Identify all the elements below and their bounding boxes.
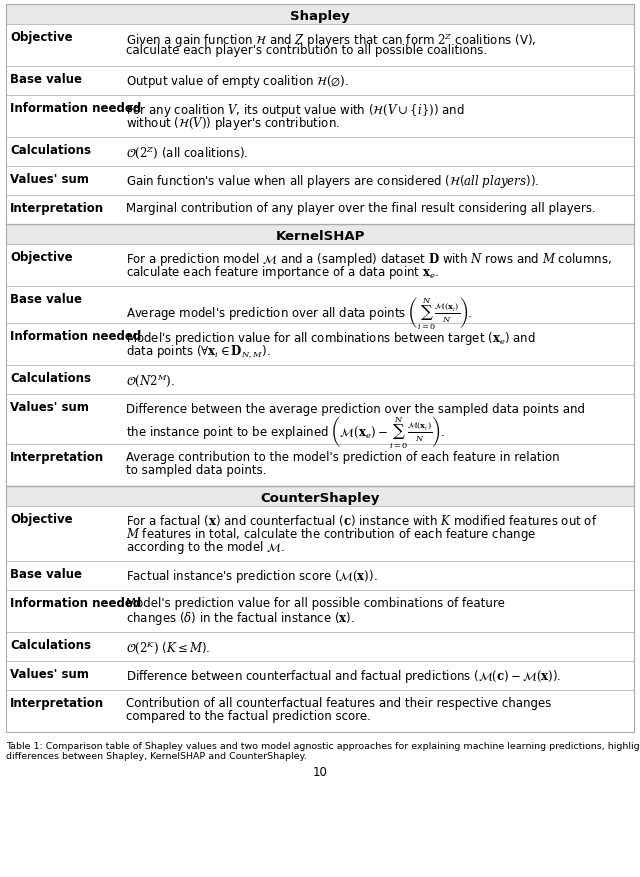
Text: Objective: Objective <box>10 31 72 44</box>
Text: Interpretation: Interpretation <box>10 451 104 463</box>
Text: Interpretation: Interpretation <box>10 696 104 709</box>
Text: Average contribution to the model's prediction of each feature in relation: Average contribution to the model's pred… <box>126 451 559 463</box>
Bar <box>6 590 634 632</box>
Text: Calculations: Calculations <box>10 372 91 384</box>
Text: $\mathcal{O}(2^K)$ ($K \leq M$).: $\mathcal{O}(2^K)$ ($K \leq M$). <box>126 638 211 655</box>
Text: $\mathcal{O}(N2^M)$.: $\mathcal{O}(N2^M)$. <box>126 372 175 389</box>
Text: Values' sum: Values' sum <box>10 667 89 681</box>
Text: Information needed: Information needed <box>10 596 141 610</box>
Text: Calculations: Calculations <box>10 144 91 157</box>
Text: Base value: Base value <box>10 293 82 306</box>
Text: according to the model $\mathcal{M}$.: according to the model $\mathcal{M}$. <box>126 538 285 555</box>
Text: without ($\mathcal{H}(V)$) player's contribution.: without ($\mathcal{H}(V)$) player's cont… <box>126 115 340 132</box>
Text: Objective: Objective <box>10 251 72 264</box>
Text: Difference between the average prediction over the sampled data points and: Difference between the average predictio… <box>126 403 585 416</box>
Text: For a factual ($\mathbf{x}$) and counterfactual ($\mathbf{c}$) instance with $K$: For a factual ($\mathbf{x}$) and counter… <box>126 512 598 527</box>
Text: Table 1: Comparison table of Shapley values and two model agnostic approaches fo: Table 1: Comparison table of Shapley val… <box>6 741 640 750</box>
Text: 10: 10 <box>312 765 328 778</box>
Text: Factual instance's prediction score ($\mathcal{M}(\mathbf{x})$).: Factual instance's prediction score ($\m… <box>126 567 378 584</box>
Bar <box>6 5 634 25</box>
Bar <box>6 487 634 506</box>
Text: differences between Shapley, KernelSHAP and CounterShapley.: differences between Shapley, KernelSHAP … <box>6 751 307 760</box>
Text: Calculations: Calculations <box>10 638 91 652</box>
Text: CounterShapley: CounterShapley <box>260 491 380 504</box>
Bar <box>6 690 634 732</box>
Text: Given a gain function $\mathcal{H}$ and $Z$ players that can form $2^Z$ coalitio: Given a gain function $\mathcal{H}$ and … <box>126 31 536 50</box>
Bar <box>6 138 634 167</box>
Bar <box>6 561 634 590</box>
Text: calculate each player's contribution to all possible coalitions.: calculate each player's contribution to … <box>126 44 487 57</box>
Bar <box>6 67 634 96</box>
Text: Base value: Base value <box>10 567 82 581</box>
Bar <box>6 324 634 366</box>
Text: Output value of empty coalition $\mathcal{H}(\emptyset)$.: Output value of empty coalition $\mathca… <box>126 73 349 90</box>
Text: Values' sum: Values' sum <box>10 173 89 186</box>
Text: KernelSHAP: KernelSHAP <box>275 230 365 242</box>
Text: Interpretation: Interpretation <box>10 202 104 215</box>
Bar <box>6 395 634 445</box>
Bar <box>6 245 634 287</box>
Text: Values' sum: Values' sum <box>10 401 89 414</box>
Text: the instance point to be explained $\left(\mathcal{M}(\mathbf{x}_e) - \sum_{i=0}: the instance point to be explained $\lef… <box>126 414 445 451</box>
Text: Average model's prediction over all data points $\left(\sum_{i=0}^{N} \frac{\mat: Average model's prediction over all data… <box>126 295 472 332</box>
Text: Shapley: Shapley <box>290 10 350 23</box>
Bar <box>6 506 634 561</box>
Text: Objective: Objective <box>10 512 72 525</box>
Text: calculate each feature importance of a data point $\mathbf{x}_e$.: calculate each feature importance of a d… <box>126 264 439 281</box>
Text: changes ($\delta$) in the factual instance ($\mathbf{x}$).: changes ($\delta$) in the factual instan… <box>126 610 355 626</box>
Bar <box>6 225 634 245</box>
Text: Model's prediction value for all possible combinations of feature: Model's prediction value for all possibl… <box>126 596 505 610</box>
Bar <box>6 661 634 690</box>
Text: Model's prediction value for all combinations between target ($\mathbf{x}_e$) an: Model's prediction value for all combina… <box>126 330 536 346</box>
Text: Marginal contribution of any player over the final result considering all player: Marginal contribution of any player over… <box>126 202 596 215</box>
Text: Information needed: Information needed <box>10 102 141 115</box>
Bar <box>6 445 634 487</box>
Text: $\mathcal{O}(2^Z)$ (all coalitions).: $\mathcal{O}(2^Z)$ (all coalitions). <box>126 144 248 160</box>
Text: Information needed: Information needed <box>10 330 141 343</box>
Text: to sampled data points.: to sampled data points. <box>126 463 266 476</box>
Bar <box>6 366 634 395</box>
Text: For any coalition $V$, its output value with ($\mathcal{H}(V \cup \{i\})$) and: For any coalition $V$, its output value … <box>126 102 465 119</box>
Bar <box>6 5 634 732</box>
Text: Contribution of all counterfactual features and their respective changes: Contribution of all counterfactual featu… <box>126 696 552 709</box>
Text: For a prediction model $\mathcal{M}$ and a (sampled) dataset $\mathbf{D}$ with $: For a prediction model $\mathcal{M}$ and… <box>126 251 612 267</box>
Bar <box>6 632 634 661</box>
Bar <box>6 167 634 196</box>
Text: Base value: Base value <box>10 73 82 86</box>
Text: $M$ features in total, calculate the contribution of each feature change: $M$ features in total, calculate the con… <box>126 525 536 542</box>
Bar <box>6 96 634 138</box>
Text: Difference between counterfactual and factual predictions ($\mathcal{M}(\mathbf{: Difference between counterfactual and fa… <box>126 667 561 684</box>
Text: compared to the factual prediction score.: compared to the factual prediction score… <box>126 709 371 722</box>
Text: Gain function's value when all players are considered ($\mathcal{H}$($\mathit{al: Gain function's value when all players a… <box>126 173 539 189</box>
Bar <box>6 196 634 225</box>
Text: data points ($\forall \mathbf{x}_i \in \mathbf{D}_{N,M}$).: data points ($\forall \mathbf{x}_i \in \… <box>126 343 271 359</box>
Bar <box>6 287 634 324</box>
Bar <box>6 25 634 67</box>
